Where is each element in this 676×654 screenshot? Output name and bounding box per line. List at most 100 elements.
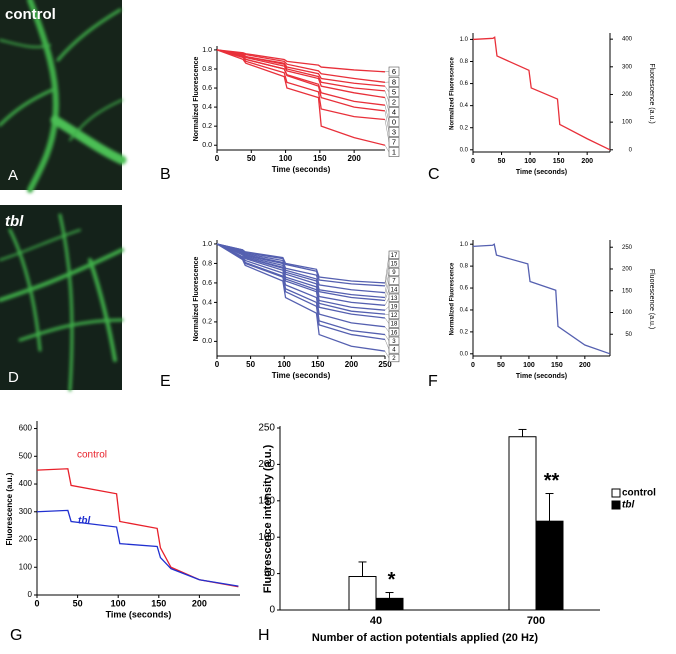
series-label: 3 [392,127,396,136]
label-box [388,276,400,285]
trace [216,49,386,92]
y-tick-label: 100 [19,562,33,571]
label-leader [384,289,390,301]
y-axis-label: Fluorescence (a.u.) [5,472,14,545]
significance: ** [544,470,560,492]
panel-letter: A [8,167,18,184]
x-tick-label: 150 [151,598,166,608]
label-leader [384,306,390,311]
label-leader [384,85,390,93]
label-box [388,267,400,277]
x-tick-label: 0 [215,360,220,369]
y-tick-label: 0.8 [202,66,212,73]
panel-letter: D [8,369,19,386]
panel-letter: G [10,627,22,644]
series-label: 3 [392,338,396,345]
y-tick-label: 1.0 [202,241,212,248]
x-tick-label: 200 [347,154,361,163]
y2-tick-label: 50 [625,332,632,338]
y-tick-label: 200 [19,535,33,544]
x-tick-label: 100 [523,362,535,369]
series-label: 17 [391,252,398,259]
series-label: 13 [391,295,398,302]
y2-tick-label: 100 [622,310,633,316]
label-leader [384,351,390,359]
label-box [388,250,400,259]
y2-tick-label: 150 [622,288,633,294]
series-label: 1 [392,147,396,156]
x-tick-label: 0 [215,154,220,163]
x-tick-label: 100 [111,598,126,608]
y-tick-label: 300 [19,507,33,516]
label-box [388,66,400,77]
y-tick-label: 0.2 [460,125,469,131]
y-tick-label: 500 [19,451,33,460]
trace [36,468,239,588]
y-tick-label: 0.8 [460,264,469,270]
y-tick-label: 600 [19,424,33,433]
trace [216,49,386,146]
label-leader [384,280,390,298]
trace [216,49,386,73]
y-axis-label: Normalized Fluorescence [450,262,456,335]
x-axis-label: Time (seconds) [272,165,331,174]
x-tick-label: 50 [246,360,255,369]
y-tick-label: 0.6 [202,85,212,92]
y-tick-label: 150 [258,495,275,506]
y-tick-label: 0 [28,590,33,599]
label-leader [384,119,390,143]
label-leader [384,317,390,324]
panel-letter: E [160,373,171,390]
image-panel-tbl: tbl D [0,205,124,392]
series-label: 15 [391,261,398,268]
series-label: 16 [391,329,398,336]
x-tick-label: 150 [553,158,565,165]
y2-tick-label: 200 [622,267,633,273]
bar [508,436,537,611]
legend-swatch [611,488,621,498]
image-panel-control: control A [0,0,127,193]
y-tick-label: 0.0 [202,142,212,149]
series-label: tbl [78,516,90,527]
y-tick-label: 200 [258,459,275,470]
y-tick-label: 0.4 [202,299,212,306]
y-tick-label: 1.0 [460,242,469,248]
x-tick-label: 100 [278,360,292,369]
label-leader [384,271,390,293]
legend-swatch [611,500,621,510]
bar [348,576,377,611]
y-tick-label: 0.4 [460,103,469,109]
series-label: 7 [392,278,396,285]
y-tick-label: 0.0 [460,351,469,357]
x-tick-label: 50 [73,598,83,608]
y-tick-label: 250 [258,423,275,434]
label-box [388,137,400,147]
bar [375,597,404,611]
x-tick-label: 0 [34,598,39,608]
y-tick-label: 0.8 [202,260,212,267]
label-leader [384,313,390,316]
y2-tick-label: 200 [622,92,633,98]
y-axis-label: Normalized Fluorescence [193,256,200,341]
trace [216,243,386,352]
y-axis-label: Normalized Fluorescence [450,56,456,129]
x-tick-label: 100 [524,158,536,165]
trace [216,49,386,121]
trace [216,243,386,336]
x-tick-label: 250 [378,360,392,369]
panel-letter: H [258,627,270,644]
x-axis-label: Time (seconds) [272,371,331,380]
y-tick-label: 0.2 [460,329,469,335]
label-box [388,77,400,87]
trace [216,49,386,83]
y2-tick-label: 250 [622,245,633,251]
legend-label: tbl [622,500,634,511]
bar [535,520,564,611]
x-tick-label: 150 [313,154,327,163]
y-tick-label: 0.0 [202,338,212,345]
y2-tick-label: 100 [622,120,633,126]
series-label: 0 [392,117,396,126]
series-label: 5 [392,87,396,96]
series-label: 4 [392,107,396,116]
y-tick-label: 0.2 [202,123,212,130]
